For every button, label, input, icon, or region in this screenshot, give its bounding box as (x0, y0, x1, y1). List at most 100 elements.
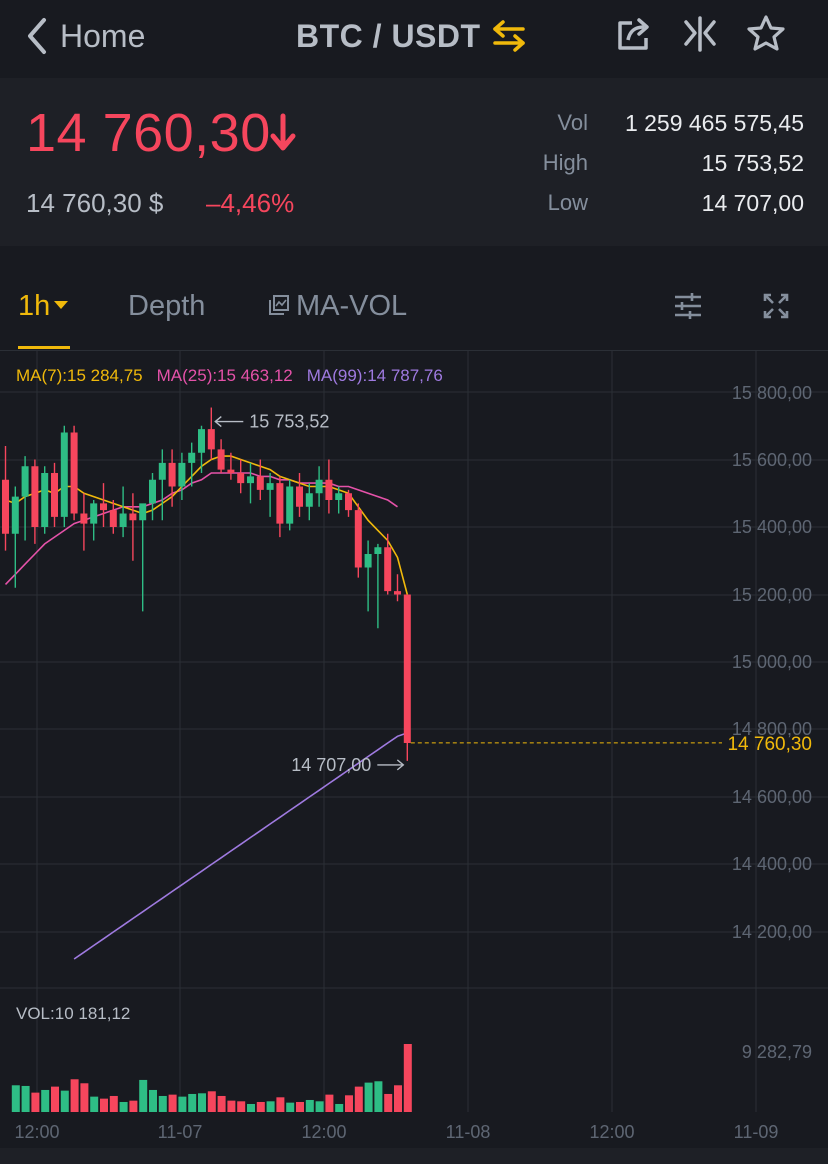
volume-bar (158, 1095, 167, 1112)
ma99-legend: MA(99):14 787,76 (306, 366, 443, 385)
settings-sliders-icon[interactable] (672, 290, 704, 322)
candle-body (188, 452, 196, 463)
candle-body (41, 473, 49, 527)
candlestick-chart[interactable]: 15 800,00 15 600,00 15 400,00 15 200,00 15 0… (0, 350, 828, 1148)
tab-indicator[interactable]: MA-VOL (268, 290, 407, 323)
candle-body (178, 462, 186, 487)
share-icon[interactable] (614, 14, 654, 54)
volume-bar (354, 1086, 363, 1112)
y-tick-label: 15 200,00 (732, 585, 812, 605)
y-tick-label: 14 600,00 (732, 787, 812, 807)
candle-body (51, 473, 58, 517)
volume-bar (119, 1101, 128, 1112)
volume-bar (237, 1101, 246, 1112)
candle-body (364, 554, 372, 568)
x-tick-label: 12:00 (589, 1122, 634, 1142)
top-nav-bar: Home BTC / USDT (0, 0, 828, 78)
fullscreen-icon[interactable] (762, 292, 790, 320)
volume-bar (247, 1103, 255, 1112)
volume-bar (286, 1102, 295, 1112)
candle-body (80, 513, 88, 524)
high-label: High (542, 150, 588, 175)
volume-bar (296, 1101, 304, 1112)
x-tick-label: 11-08 (446, 1122, 491, 1142)
volume-bar (217, 1095, 226, 1112)
volume-bar (41, 1089, 50, 1112)
volume-bar (198, 1093, 206, 1112)
y-tick-label: 14 800,00 (732, 719, 812, 739)
candle-body (21, 466, 29, 497)
candle-body (129, 513, 137, 521)
ma25-legend: MA(25):15 463,12 (156, 366, 293, 385)
pair-selector[interactable]: BTC / USDT (296, 14, 527, 58)
volume-bar (315, 1101, 324, 1112)
y-tick-label: 15 400,00 (732, 517, 812, 537)
y-tick-label: 14 200,00 (732, 922, 812, 942)
candle-body (60, 432, 68, 517)
volume-bar (178, 1096, 187, 1112)
volume-bar (11, 1085, 20, 1112)
price-change-percent: –4,46% (206, 188, 295, 218)
tab-interval[interactable]: 1h (18, 290, 69, 323)
volume-bar (100, 1098, 108, 1112)
back-button[interactable]: Home (22, 12, 145, 60)
volume-bar (325, 1094, 334, 1112)
x-tick-label: 11-07 (158, 1122, 203, 1142)
candle-body (247, 476, 254, 484)
tab-depth[interactable]: Depth (128, 290, 206, 322)
candle-body (354, 510, 362, 568)
candle-body (2, 479, 9, 534)
fiat-price: 14 760,30 $ (26, 188, 164, 218)
candle-body (90, 503, 98, 524)
compare-icon[interactable] (680, 14, 720, 54)
volume-bar (139, 1079, 148, 1112)
candle-body (31, 466, 39, 527)
volume-bar (129, 1100, 138, 1112)
candle-body (139, 503, 147, 521)
candle-body (198, 429, 205, 453)
candle-body (374, 547, 382, 554)
vol-value: 1 259 465 575,45 (624, 110, 804, 136)
volume-bar (31, 1092, 40, 1112)
candle-body (207, 429, 215, 450)
volume-bar (21, 1085, 30, 1112)
volume-bar (266, 1101, 275, 1112)
star-icon[interactable] (746, 14, 786, 54)
volume-bar (335, 1103, 344, 1112)
candle-body (70, 432, 78, 514)
candle-body (109, 510, 117, 527)
y-tick-label: 15 000,00 (732, 652, 812, 672)
candle-body (325, 479, 333, 500)
volume-bar (305, 1099, 314, 1112)
volume-bar (168, 1094, 177, 1112)
candle-body (158, 462, 166, 480)
x-tick-label: 11-09 (734, 1122, 779, 1142)
candle-body (286, 486, 294, 524)
volume-bar (90, 1096, 99, 1112)
candle-body (11, 496, 19, 534)
bottom-bar (0, 1148, 828, 1164)
candle-body (256, 476, 264, 490)
x-tick-label: 12:00 (14, 1122, 59, 1142)
volume-bar (384, 1093, 393, 1112)
y-tick-label: 15 600,00 (732, 450, 812, 470)
arrow-down-icon (270, 113, 296, 151)
volume-bar (403, 1044, 412, 1112)
candle-body (335, 493, 343, 500)
volume-bar (394, 1085, 402, 1112)
chevron-left-icon (28, 18, 46, 54)
candle-body (276, 483, 284, 524)
volume-bar (80, 1083, 89, 1112)
candle-body (227, 469, 235, 473)
vol-label: Vol (557, 110, 588, 135)
pair-title: BTC / USDT (296, 17, 481, 54)
candle-body (305, 493, 313, 507)
volume-bar (60, 1090, 69, 1112)
candle-body (266, 483, 274, 490)
low-value: 14 707,00 (701, 190, 804, 216)
volume-bar (374, 1081, 383, 1112)
last-price-label: 14 760,30 (727, 734, 812, 755)
volume-bar (227, 1100, 236, 1112)
volume-bar (276, 1097, 285, 1112)
volume-bar (51, 1086, 59, 1112)
